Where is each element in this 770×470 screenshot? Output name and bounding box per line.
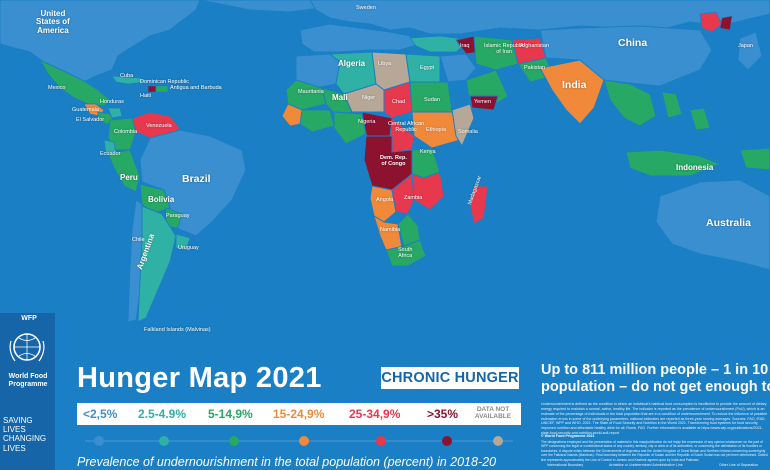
africa xyxy=(281,51,489,267)
label-angola: Angola xyxy=(376,197,394,203)
label-somalia: Somalia xyxy=(458,129,478,135)
label-afghanistan: Afghanistan xyxy=(520,43,550,49)
label-australia: Australia xyxy=(706,217,751,229)
label-drc: Dem. Rep. of Congo xyxy=(380,155,407,167)
wfp-panel: WFP World Food Programme SAVING LIVES CH… xyxy=(0,313,55,470)
label-niger: Niger xyxy=(362,95,376,101)
legend-dots xyxy=(85,436,513,446)
label-indonesia: Indonesia xyxy=(676,163,714,172)
south-america xyxy=(103,111,247,323)
legend-item-lt-2-5: <2,5% xyxy=(83,407,118,421)
map-title: Hunger Map 2021 xyxy=(77,362,322,394)
map-caption: Prevalence of undernourishment in the to… xyxy=(77,455,497,469)
label-bolivia: Bolivia xyxy=(148,195,175,204)
boundary-legend: International Boundary Armistice or Unde… xyxy=(541,462,770,470)
legend-dot-2-5-4-9 xyxy=(159,436,169,446)
label-india: India xyxy=(562,79,587,91)
label-zambia: Zambia xyxy=(404,195,423,201)
headline: Up to 811 million people – 1 in 10 of po… xyxy=(541,362,770,396)
asia xyxy=(439,25,770,177)
legend-bar: <2,5% 2.5-4.9% 5-14,9% 15-24,9% 25-34,9%… xyxy=(77,403,521,425)
label-sudan: Sudan xyxy=(424,97,440,103)
wfp-credit: © World Food Programme 2021 xyxy=(541,434,595,438)
label-pakistan: Pakistan xyxy=(524,65,546,71)
greenland xyxy=(199,0,331,13)
label-japan: Japan xyxy=(738,43,753,49)
label-iran: Islamic Republic of Iran xyxy=(484,43,525,55)
label-libya: Libya xyxy=(378,61,392,67)
disclaimer: The designations employed and the presen… xyxy=(541,440,768,462)
label-algeria: Algeria xyxy=(338,59,366,68)
label-dominican-republic: Dominican Republic xyxy=(140,79,189,85)
legend-item-5-14-9: 5-14,9% xyxy=(208,407,253,421)
label-ethiopia: Ethiopia xyxy=(426,127,446,133)
label-sweden: Sweden xyxy=(356,5,376,11)
legend-dot-5-14-9 xyxy=(229,436,239,446)
label-peru: Peru xyxy=(120,173,138,182)
label-uruguay: Uruguay xyxy=(178,245,199,251)
chronic-hunger-badge: CHRONIC HUNGER xyxy=(381,367,519,389)
wfp-slogan: SAVING LIVES CHANGING LIVES xyxy=(3,416,47,453)
label-chad: Chad xyxy=(392,99,406,105)
label-nigeria: Nigeria xyxy=(358,119,376,125)
legend-dot-25-34-9 xyxy=(376,436,386,446)
label-colombia: Colombia xyxy=(114,129,138,135)
label-chile: Chile xyxy=(132,237,145,243)
legend-dot-lt-2-5 xyxy=(94,436,104,446)
label-falklands: Falkland Islands (Malvinas) xyxy=(144,327,211,333)
label-usa: United States of America xyxy=(36,9,70,35)
legend-dot-not-available xyxy=(493,436,503,446)
label-haiti: Haiti xyxy=(140,93,152,99)
label-ecuador: Ecuador xyxy=(100,151,121,157)
wfp-name: World Food Programme xyxy=(8,373,48,389)
label-mauritania: Mauritania xyxy=(298,89,324,95)
label-car: Central African Republic xyxy=(388,121,425,133)
europe-russia xyxy=(299,0,770,53)
legend-dot-15-24-9 xyxy=(299,436,309,446)
label-south-africa: South Africa xyxy=(398,247,413,259)
label-antigua: Antigua and Barbuda xyxy=(170,85,222,91)
wfp-logo-icon xyxy=(9,333,45,362)
label-mali: Mali xyxy=(332,93,348,102)
boundary-armistice: Armistice or Undetermined Administrative… xyxy=(609,463,683,467)
legend-item-gt-35: >35% xyxy=(427,407,459,421)
label-cuba: Cuba xyxy=(120,73,134,79)
label-yemen: Yemen xyxy=(474,99,491,105)
legend-item-25-34-9: 25-34,9% xyxy=(349,407,401,421)
label-el-salvador: El Salvador xyxy=(76,117,105,123)
legend-item-data-not-available: DATA NOT AVAILABLE xyxy=(474,406,512,421)
boundary-international: International Boundary xyxy=(547,463,584,467)
label-honduras: Honduras xyxy=(100,99,124,105)
label-egypt: Egypt xyxy=(420,65,435,71)
label-paraguay: Paraguay xyxy=(166,213,190,219)
wfp-abbr: WFP xyxy=(21,315,37,322)
body-text: Undernourishment is defined as the condi… xyxy=(541,402,768,436)
label-kenya: Kenya xyxy=(420,149,436,155)
legend-dot-gt-35 xyxy=(442,436,452,446)
label-brazil: Brazil xyxy=(182,173,211,185)
legend-item-2-5-4-9: 2.5-4.9% xyxy=(138,407,187,421)
boundary-other: Other Line of Separation xyxy=(719,463,759,467)
label-iraq: Iraq xyxy=(460,43,470,49)
legend-item-15-24-9: 15-24,9% xyxy=(273,407,325,421)
australia xyxy=(655,179,770,271)
label-china: China xyxy=(618,37,648,49)
label-namibia: Namibia xyxy=(380,227,401,233)
label-mexico: Mexico xyxy=(48,85,66,91)
label-guatemala: Guatemala xyxy=(72,107,99,113)
label-venezuela: Venezuela xyxy=(146,123,172,129)
